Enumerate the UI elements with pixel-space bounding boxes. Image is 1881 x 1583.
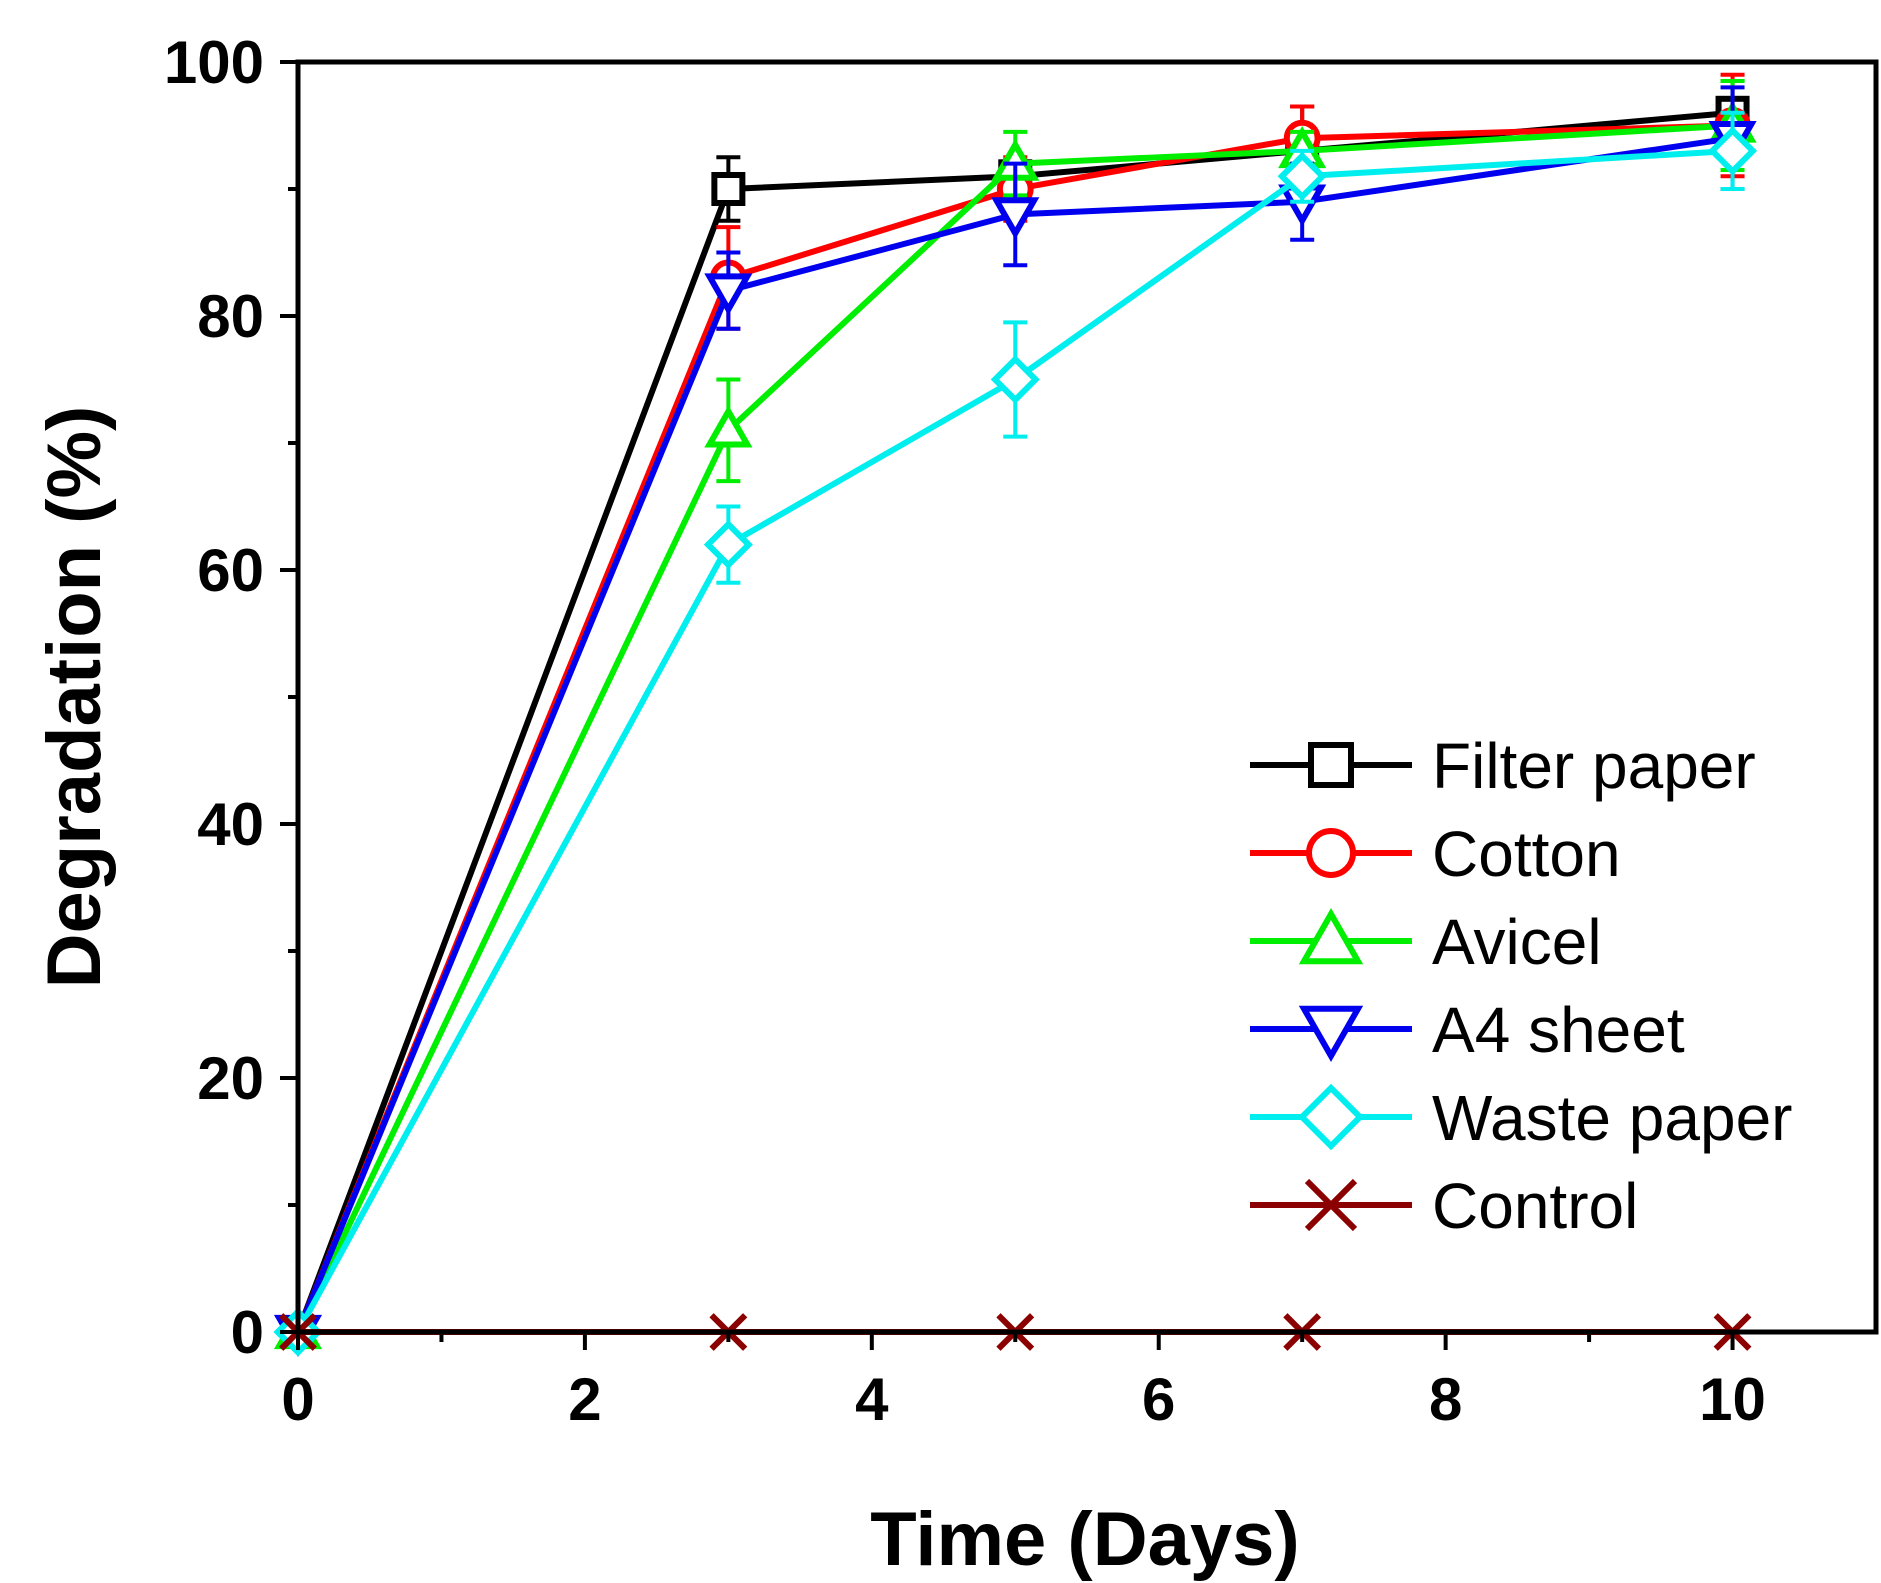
legend-marker xyxy=(1298,907,1364,965)
waste-paper-point xyxy=(703,520,753,570)
x-tick-label: 8 xyxy=(1429,1366,1462,1433)
x-axis-title: Time (Days) xyxy=(870,1497,1299,1582)
legend-item-control: Control xyxy=(1250,1170,1638,1242)
y-tick-label: 80 xyxy=(197,283,264,350)
legend-label: Filter paper xyxy=(1432,730,1756,802)
legend-marker xyxy=(1306,828,1356,878)
legend-item-filter-paper: Filter paper xyxy=(1250,730,1756,802)
legend-item-waste-paper: Waste paper xyxy=(1250,1082,1792,1154)
series-a4-sheet xyxy=(273,85,1757,1357)
legend-marker xyxy=(1297,1083,1365,1151)
y-tick-label: 100 xyxy=(164,29,264,96)
avicel-point xyxy=(704,405,753,448)
legend-label: Waste paper xyxy=(1432,1082,1792,1154)
series-avicel xyxy=(273,79,1757,1350)
y-tick-label: 20 xyxy=(197,1045,264,1112)
waste-paper-point xyxy=(1277,151,1327,201)
legend-label: Cotton xyxy=(1432,818,1621,890)
series-waste-paper xyxy=(273,110,1758,1357)
y-tick-label: 40 xyxy=(197,791,264,858)
series-layer xyxy=(273,72,1758,1357)
x-tick-label: 10 xyxy=(1699,1366,1766,1433)
legend-marker xyxy=(1308,742,1354,788)
x-tick-label: 4 xyxy=(855,1366,889,1433)
a4-sheet-point xyxy=(991,197,1040,240)
x-tick-label: 2 xyxy=(568,1366,601,1433)
filter-paper-point xyxy=(711,172,746,206)
waste-paper-point xyxy=(990,354,1040,405)
x-tick-label: 0 xyxy=(281,1366,314,1433)
legend: Filter paper Cotton Avicel A4 sheet Waste pa… xyxy=(1250,730,1792,1242)
legend-item-cotton: Cotton xyxy=(1250,818,1621,890)
series-filter-paper xyxy=(281,79,1750,1349)
legend-marker xyxy=(1304,1178,1358,1232)
legend-label: Avicel xyxy=(1432,906,1602,978)
y-tick-label: 0 xyxy=(231,1299,264,1366)
legend-item-avicel: Avicel xyxy=(1250,906,1602,978)
legend-label: A4 sheet xyxy=(1432,994,1685,1066)
a4-sheet-point xyxy=(704,273,753,316)
x-tick-label: 6 xyxy=(1142,1366,1175,1433)
legend-label: Control xyxy=(1432,1170,1638,1242)
waste-paper-point xyxy=(1708,126,1758,176)
y-tick-label: 60 xyxy=(197,537,264,604)
legend-marker xyxy=(1298,1005,1364,1063)
y-axis-title: Degradation (%) xyxy=(32,406,117,989)
legend-item-a4-sheet: A4 sheet xyxy=(1250,994,1685,1066)
